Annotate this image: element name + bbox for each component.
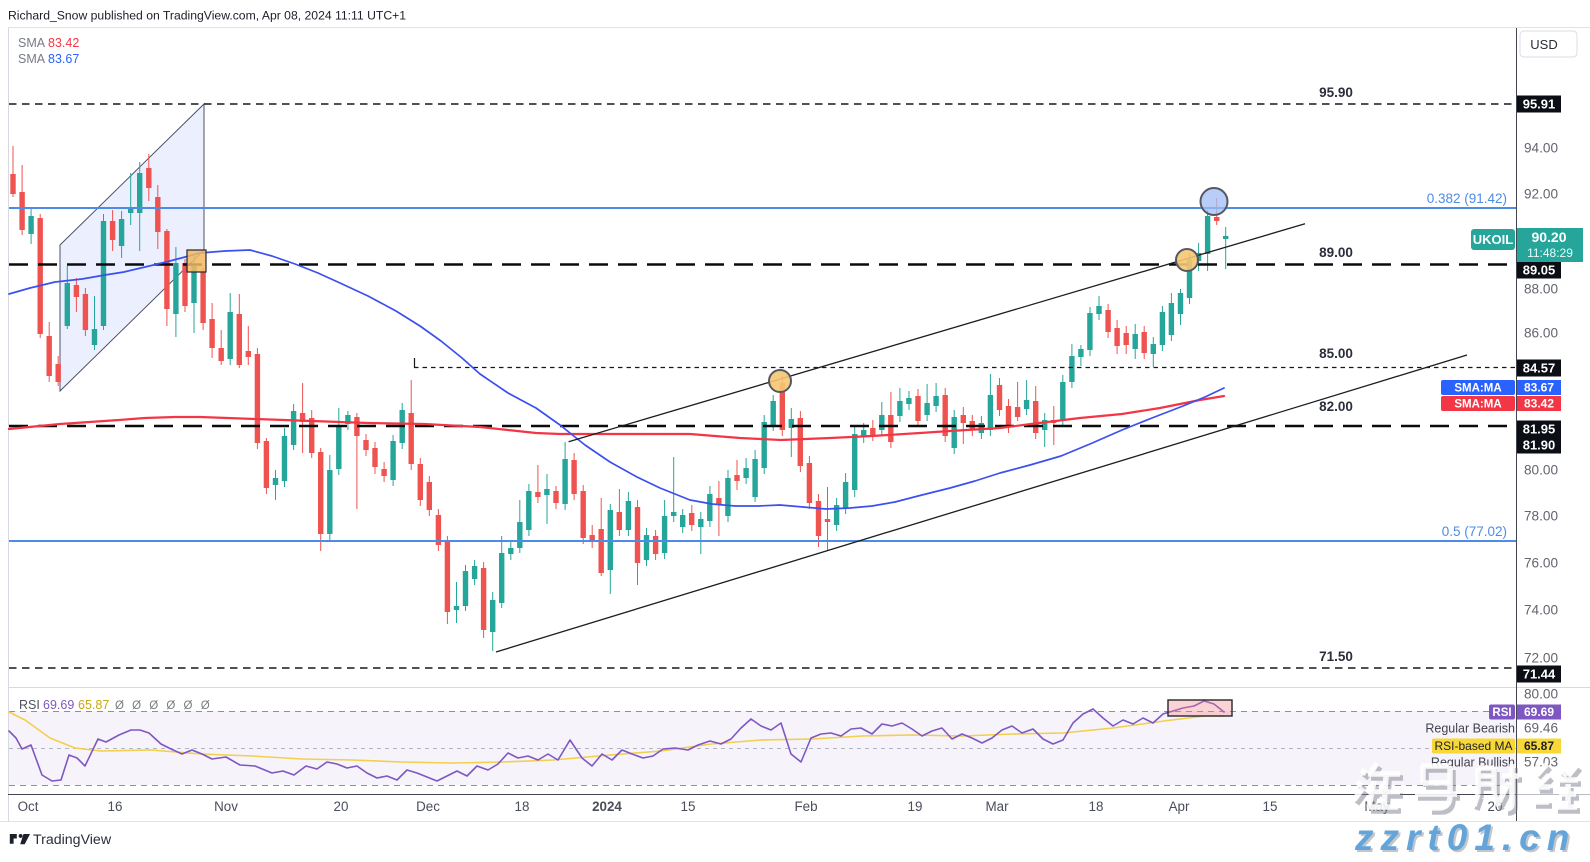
- svg-text:0.382 (91.42): 0.382 (91.42): [1427, 191, 1507, 206]
- svg-text:15: 15: [1263, 799, 1278, 814]
- svg-text:86.00: 86.00: [1524, 326, 1558, 341]
- svg-text:69.69: 69.69: [43, 698, 74, 712]
- svg-text:RSI: RSI: [1492, 707, 1511, 719]
- svg-text:83.67: 83.67: [1524, 381, 1554, 395]
- svg-text:RSI: RSI: [19, 698, 40, 712]
- svg-text:81.90: 81.90: [1523, 438, 1556, 453]
- svg-text:74.00: 74.00: [1524, 603, 1558, 618]
- svg-text:85.00: 85.00: [1319, 346, 1353, 361]
- svg-text:0.5 (77.02): 0.5 (77.02): [1442, 524, 1507, 539]
- svg-text:76.00: 76.00: [1524, 556, 1558, 571]
- svg-text:RSI-based MA: RSI-based MA: [1434, 739, 1512, 753]
- svg-text:69.69: 69.69: [1524, 705, 1554, 719]
- svg-text:65.87: 65.87: [1524, 739, 1554, 753]
- svg-text:90.20: 90.20: [1531, 229, 1566, 245]
- svg-text:95.91: 95.91: [1523, 97, 1556, 112]
- svg-text:Apr: Apr: [1169, 799, 1190, 814]
- svg-text:80.00: 80.00: [1524, 463, 1558, 478]
- svg-text:USD: USD: [1530, 37, 1557, 52]
- svg-text:Oct: Oct: [18, 799, 39, 814]
- svg-text:69.46: 69.46: [1524, 721, 1558, 736]
- svg-text:78.00: 78.00: [1524, 509, 1558, 524]
- svg-text:89.00: 89.00: [1319, 245, 1353, 260]
- svg-text:SMA:MA: SMA:MA: [1454, 399, 1501, 411]
- svg-text:18: 18: [515, 799, 530, 814]
- svg-text:20: 20: [334, 799, 349, 814]
- svg-text:82.00: 82.00: [1319, 399, 1353, 414]
- svg-text:81.95: 81.95: [1523, 422, 1556, 437]
- svg-text:92.00: 92.00: [1524, 187, 1558, 202]
- svg-text:65.87: 65.87: [78, 698, 109, 712]
- svg-text:83.67: 83.67: [48, 52, 79, 66]
- svg-text:Regular Bearish: Regular Bearish: [1425, 722, 1515, 736]
- svg-text:SMA:MA: SMA:MA: [1454, 383, 1501, 395]
- svg-text:Dec: Dec: [416, 799, 440, 814]
- svg-text:2024: 2024: [592, 799, 622, 814]
- svg-text:71.50: 71.50: [1319, 649, 1353, 664]
- svg-text:83.42: 83.42: [1524, 397, 1554, 411]
- svg-text:SMA: SMA: [18, 36, 46, 50]
- svg-text:19: 19: [908, 799, 923, 814]
- svg-text:94.00: 94.00: [1524, 141, 1558, 156]
- svg-text:zzrt01.cn: zzrt01.cn: [1356, 819, 1578, 857]
- svg-text:Ø Ø Ø Ø Ø Ø: Ø Ø Ø Ø Ø Ø: [115, 700, 212, 712]
- svg-text:83.42: 83.42: [48, 36, 79, 50]
- svg-text:Nov: Nov: [214, 799, 238, 814]
- svg-text:15: 15: [681, 799, 696, 814]
- svg-text:UKOIL: UKOIL: [1473, 232, 1514, 247]
- svg-text:18: 18: [1089, 799, 1104, 814]
- svg-text:71.44: 71.44: [1523, 667, 1556, 682]
- svg-text:80.00: 80.00: [1524, 687, 1558, 702]
- svg-text:Mar: Mar: [985, 799, 1009, 814]
- svg-text:Richard_Snow published on Trad: Richard_Snow published on TradingView.co…: [8, 9, 406, 23]
- svg-text:89.05: 89.05: [1523, 263, 1556, 278]
- svg-text:72.00: 72.00: [1524, 651, 1558, 666]
- svg-text:84.57: 84.57: [1523, 361, 1556, 376]
- svg-text:95.90: 95.90: [1319, 85, 1353, 100]
- svg-text:TradingView: TradingView: [33, 832, 112, 848]
- svg-text:zzrt01.cn: zzrt01.cn: [1354, 817, 1576, 857]
- svg-text:88.00: 88.00: [1524, 282, 1558, 297]
- svg-text:SMA: SMA: [18, 52, 46, 66]
- svg-text:11:48:29: 11:48:29: [1527, 246, 1573, 260]
- svg-text:57.03: 57.03: [1524, 755, 1558, 770]
- svg-text:Feb: Feb: [794, 799, 817, 814]
- svg-text:16: 16: [108, 799, 123, 814]
